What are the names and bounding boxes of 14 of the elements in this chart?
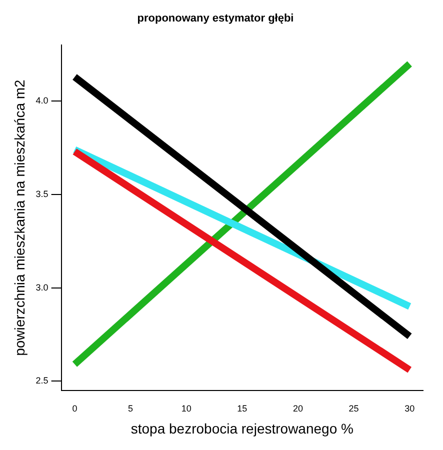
x-tick-label: 25 (348, 403, 359, 414)
x-tick-label: 10 (181, 403, 192, 414)
y-tick-label: 3.5 (36, 188, 48, 199)
x-tick-label: 5 (128, 403, 134, 414)
x-tick-label: 30 (404, 403, 415, 414)
chart-title: proponowany estymator głębi (137, 12, 294, 25)
x-tick-label: 20 (292, 403, 303, 414)
y-tick-label: 3.0 (36, 282, 48, 292)
x-tick-label: 0 (72, 403, 78, 414)
y-axis-title: powierzchnia mieszkania na mieszkańca m2 (11, 79, 28, 356)
y-tick-label: 2.5 (36, 376, 48, 386)
x-axis-title: stopa bezrobocia rejestrowanego % (130, 420, 354, 436)
y-tick-label: 4.0 (36, 96, 48, 106)
x-tick-label: 15 (237, 403, 248, 414)
